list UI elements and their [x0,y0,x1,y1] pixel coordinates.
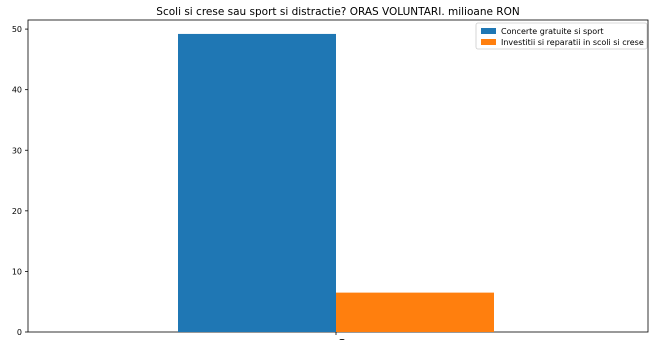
plot-frame [27,19,649,333]
chart-title: Scoli si crese sau sport si distractie? … [156,6,519,18]
legend-label-investitii: Investitii si reparatii in scoli si cres… [501,38,644,47]
bars [178,33,494,332]
x-axis: 0 [335,332,346,340]
x-tick-label: 0 [337,338,346,340]
y-tick-label: 20 [12,207,22,216]
legend-box [475,22,648,50]
bar-concerte [178,33,336,332]
legend-label-concerte: Concerte gratuite si sport [501,27,604,36]
legend-swatch-investitii [481,39,496,45]
y-tick-label: 0 [17,328,22,337]
y-axis: 0 10 20 30 40 50 [12,25,28,337]
y-tick-label: 40 [12,86,22,95]
y-tick-label: 50 [12,25,22,34]
plot-area [27,19,649,333]
legend: Concerte gratuite si sport Investitii si … [475,22,648,50]
legend-swatch-concerte [481,28,496,34]
y-tick-label: 10 [12,267,22,276]
y-tick-label: 30 [12,146,22,155]
bar-investitii [336,292,494,332]
